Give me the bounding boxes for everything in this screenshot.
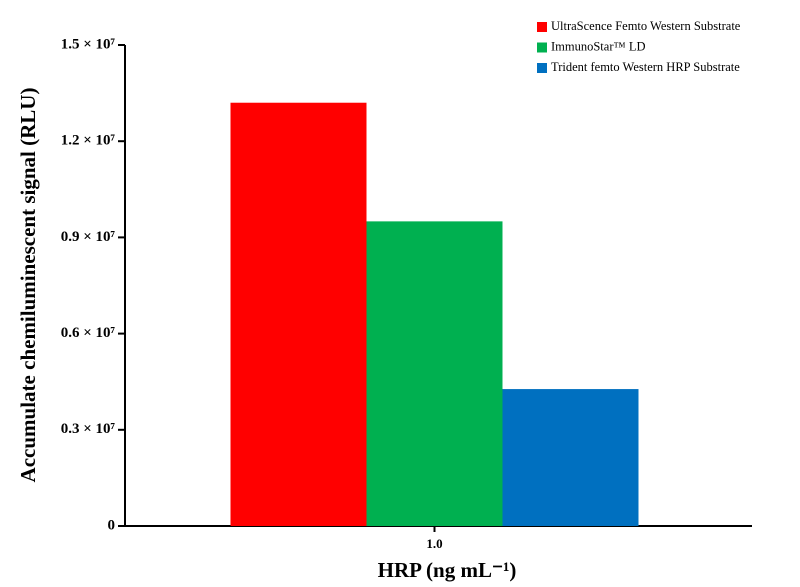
legend-swatch <box>537 22 547 32</box>
legend-label: ImmunoStar™ LD <box>551 39 646 53</box>
y-tick-label: 0 <box>108 517 116 533</box>
y-tick-label: 0.9 × 10⁷ <box>61 229 116 245</box>
bar <box>230 102 367 526</box>
bar <box>366 221 503 526</box>
y-tick-label: 0.6 × 10⁷ <box>61 325 116 341</box>
legend-swatch <box>537 63 547 73</box>
bar <box>502 389 639 526</box>
legend-label: UltraScence Femto Western Substrate <box>551 19 741 33</box>
legend-label: Trident femto Western HRP Substrate <box>551 60 740 74</box>
legend-swatch <box>537 42 547 53</box>
y-tick-label: 1.5 × 10⁷ <box>61 36 116 52</box>
y-tick-label: 1.2 × 10⁷ <box>61 133 116 149</box>
y-tick-label: 0.3 × 10⁷ <box>61 421 116 437</box>
x-tick-label: 1.0 <box>426 536 442 551</box>
x-axis-title: HRP (ng mL⁻¹) <box>378 558 517 582</box>
y-axis-title: Accumulate chemiluminescent signal (RLU) <box>16 88 40 483</box>
